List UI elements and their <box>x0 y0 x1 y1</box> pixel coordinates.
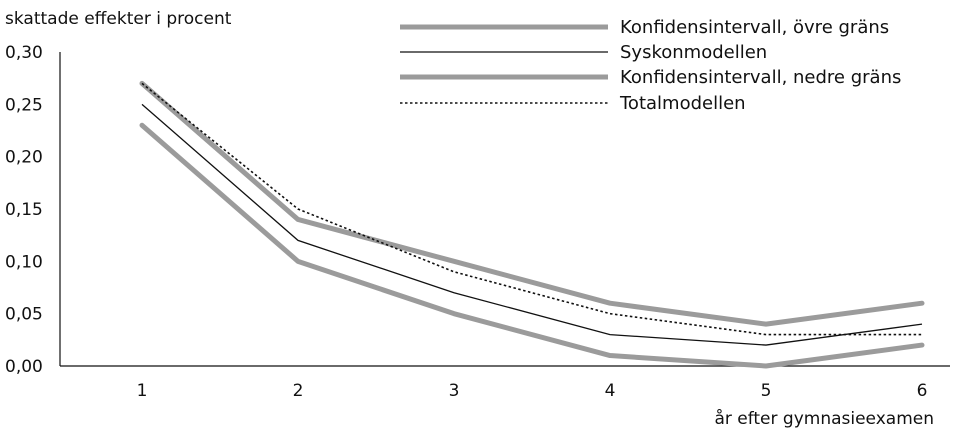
legend-label-4: Totalmodellen <box>619 93 746 114</box>
series-line-1 <box>139 80 925 327</box>
legend-label-3: Konfidensintervall, nedre gräns <box>620 67 901 88</box>
series-line-3 <box>139 122 925 369</box>
y-tick-label: 0,30 <box>5 43 43 63</box>
legend-label-2: Syskonmodellen <box>620 42 767 63</box>
y-axis-label: skattade effekter i procent <box>5 9 232 29</box>
x-tick-label: 2 <box>293 381 304 401</box>
y-tick-label: 0,10 <box>5 252 43 272</box>
y-tick-label: 0,15 <box>5 200 43 220</box>
legend: Konfidensintervall, övre gräns Syskonmode… <box>400 17 901 114</box>
x-tick-label: 1 <box>137 381 148 401</box>
y-tick-label: 0,00 <box>5 357 43 377</box>
x-tick-label: 4 <box>605 381 616 401</box>
x-tick-label: 3 <box>449 381 460 401</box>
y-ticks: 0,00 0,05 0,10 0,15 0,20 0,25 0,30 <box>5 43 43 377</box>
x-ticks: 1 2 3 4 5 6 <box>137 381 928 401</box>
x-tick-label: 5 <box>761 381 772 401</box>
y-tick-label: 0,20 <box>5 148 43 168</box>
axes <box>59 52 950 367</box>
y-tick-label: 0,05 <box>5 305 43 325</box>
x-axis-label: år efter gymnasieexamen <box>714 408 934 429</box>
series-line-4 <box>141 82 922 336</box>
x-tick-label: 6 <box>917 381 928 401</box>
series-line-2 <box>141 103 923 346</box>
legend-label-1: Konfidensintervall, övre gräns <box>620 17 889 38</box>
series-lines <box>139 80 925 369</box>
y-tick-label: 0,25 <box>5 95 43 115</box>
